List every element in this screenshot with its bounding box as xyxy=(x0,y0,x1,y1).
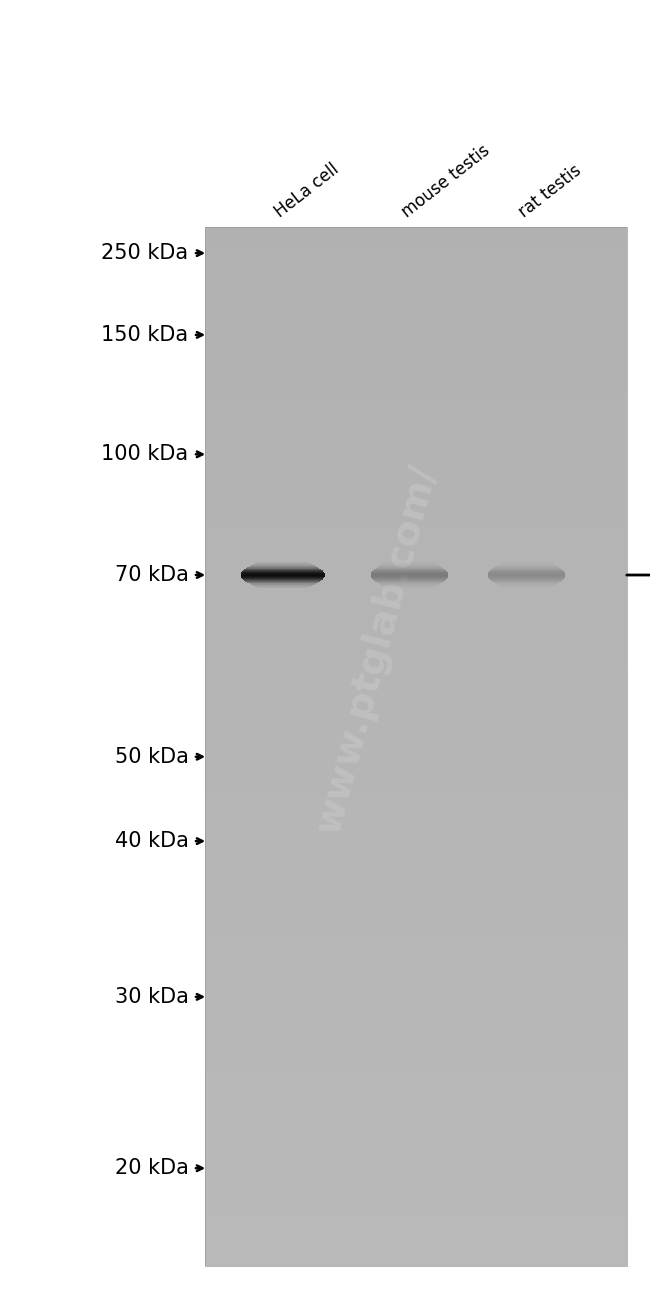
Bar xyxy=(205,396,627,409)
Bar xyxy=(205,266,627,279)
Bar xyxy=(205,720,627,733)
Bar xyxy=(205,331,627,344)
Bar xyxy=(205,1006,627,1019)
Bar xyxy=(205,344,627,357)
Bar xyxy=(205,772,627,785)
Bar xyxy=(205,707,627,720)
Bar xyxy=(205,305,627,318)
Bar xyxy=(205,811,627,824)
Bar xyxy=(205,435,627,448)
Bar xyxy=(205,954,627,967)
Text: 150 kDa: 150 kDa xyxy=(101,324,188,345)
Text: www.ptglab.com/: www.ptglab.com/ xyxy=(309,459,445,839)
Bar xyxy=(205,733,627,746)
Text: 70 kDa: 70 kDa xyxy=(114,565,188,585)
Text: 40 kDa: 40 kDa xyxy=(114,831,188,851)
Bar xyxy=(205,253,627,266)
Bar xyxy=(205,279,627,292)
Bar xyxy=(205,1032,627,1045)
Bar xyxy=(205,513,627,526)
Bar xyxy=(205,837,627,850)
Bar xyxy=(205,643,627,655)
Bar xyxy=(205,1071,627,1084)
Bar xyxy=(205,1019,627,1032)
Text: 100 kDa: 100 kDa xyxy=(101,444,188,465)
Bar xyxy=(205,591,627,604)
Bar xyxy=(205,993,627,1006)
Text: HeLa cell: HeLa cell xyxy=(272,160,343,221)
Text: 20 kDa: 20 kDa xyxy=(114,1158,188,1179)
Bar xyxy=(205,655,627,668)
Bar xyxy=(205,668,627,681)
Bar xyxy=(205,1045,627,1058)
Bar xyxy=(205,1253,627,1266)
Bar xyxy=(205,980,627,993)
Bar xyxy=(205,1097,627,1110)
Bar xyxy=(205,746,627,759)
Text: 30 kDa: 30 kDa xyxy=(114,986,188,1007)
Bar xyxy=(205,357,627,370)
Bar xyxy=(205,928,627,941)
Bar xyxy=(205,1240,627,1253)
Bar xyxy=(205,227,627,1266)
Bar xyxy=(205,487,627,500)
Bar xyxy=(205,681,627,694)
Bar xyxy=(205,967,627,980)
Bar xyxy=(205,798,627,811)
Text: 50 kDa: 50 kDa xyxy=(114,746,188,767)
Bar xyxy=(205,500,627,513)
Bar xyxy=(205,370,627,383)
Bar xyxy=(205,617,627,630)
Bar xyxy=(205,824,627,837)
Bar xyxy=(205,1188,627,1201)
Bar xyxy=(205,240,627,253)
Bar xyxy=(205,539,627,552)
Bar xyxy=(205,1149,627,1162)
Bar xyxy=(205,1227,627,1240)
Bar xyxy=(205,1123,627,1136)
Bar xyxy=(205,1175,627,1188)
Bar xyxy=(205,876,627,889)
Bar xyxy=(205,915,627,928)
Bar xyxy=(205,863,627,876)
Text: rat testis: rat testis xyxy=(515,161,585,221)
Bar xyxy=(205,850,627,863)
Bar xyxy=(205,227,627,240)
Bar xyxy=(205,474,627,487)
Bar xyxy=(205,1162,627,1175)
Bar xyxy=(205,604,627,617)
Bar xyxy=(205,292,627,305)
Bar xyxy=(205,1201,627,1214)
Bar xyxy=(205,630,627,643)
Text: mouse testis: mouse testis xyxy=(398,141,493,221)
Bar xyxy=(205,759,627,772)
Bar xyxy=(205,694,627,707)
Bar xyxy=(205,902,627,915)
Text: 250 kDa: 250 kDa xyxy=(101,243,188,263)
Bar xyxy=(205,889,627,902)
Bar xyxy=(205,578,627,591)
Bar xyxy=(205,318,627,331)
Bar xyxy=(205,409,627,422)
Bar xyxy=(205,448,627,461)
Bar xyxy=(205,1084,627,1097)
Bar xyxy=(205,1136,627,1149)
Bar xyxy=(205,785,627,798)
Bar xyxy=(205,565,627,578)
Bar xyxy=(205,941,627,954)
Bar xyxy=(205,422,627,435)
Bar xyxy=(205,461,627,474)
Bar xyxy=(205,526,627,539)
Bar xyxy=(205,1058,627,1071)
Bar xyxy=(205,1110,627,1123)
Bar xyxy=(205,1214,627,1227)
Bar xyxy=(205,552,627,565)
Bar xyxy=(205,383,627,396)
